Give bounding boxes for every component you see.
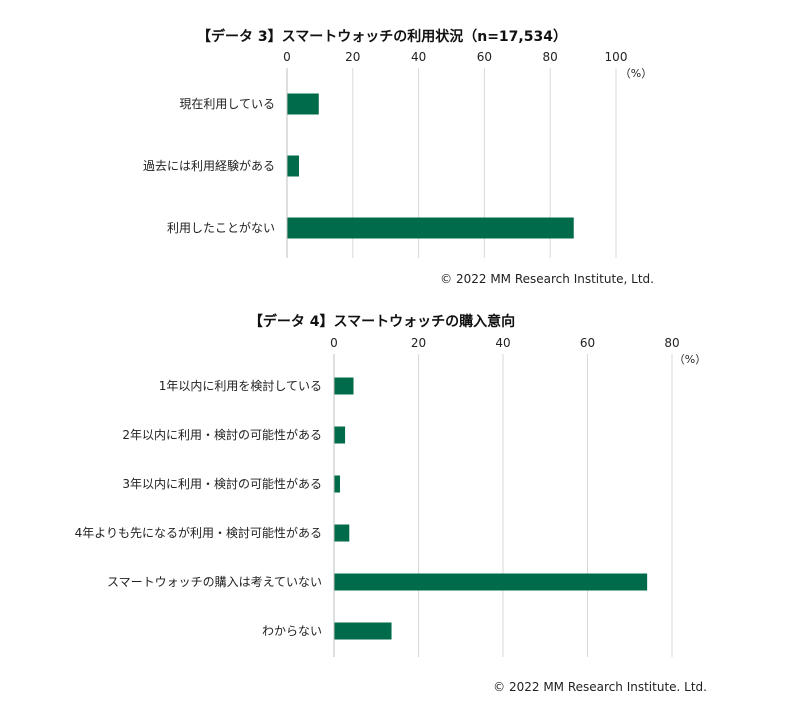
- category-label: 利用したことがない: [167, 220, 275, 235]
- chart-title: 【データ 3】スマートウォッチの利用状況（n=17,534）: [197, 28, 567, 45]
- x-tick-label: 100: [605, 50, 628, 64]
- category-label: わからない: [262, 624, 322, 638]
- category-label: スマートウォッチの購入は考えていない: [107, 575, 322, 589]
- unit-label: （%）: [674, 353, 706, 366]
- bar: [334, 426, 346, 444]
- category-label: 1年以内に利用を検討している: [159, 378, 322, 393]
- category-label: 現在利用している: [179, 97, 275, 111]
- bar: [287, 155, 300, 177]
- bar: [334, 377, 354, 395]
- x-tick-label: 60: [477, 50, 492, 64]
- category-label: 3年以内に利用・検討の可能性がある: [122, 476, 322, 491]
- bar: [334, 573, 648, 591]
- category-label: 2年以内に利用・検討の可能性がある: [122, 427, 322, 442]
- bar: [334, 622, 392, 640]
- copyright-credit: © 2022 MM Research Institute, Ltd.: [440, 272, 654, 286]
- x-tick-label: 40: [411, 50, 426, 64]
- x-tick-label: 20: [411, 336, 426, 350]
- x-tick-label: 20: [345, 50, 360, 64]
- x-tick-label: 80: [664, 336, 679, 350]
- bar: [287, 93, 319, 115]
- x-tick-label: 40: [495, 336, 510, 350]
- unit-label: （%）: [620, 67, 652, 80]
- bar: [334, 524, 350, 542]
- x-tick-label: 0: [283, 50, 291, 64]
- category-label: 過去には利用経験がある: [143, 158, 275, 173]
- x-tick-label: 80: [543, 50, 558, 64]
- bar: [287, 217, 574, 239]
- x-tick-label: 60: [580, 336, 595, 350]
- bar: [334, 475, 340, 493]
- x-tick-label: 0: [330, 336, 338, 350]
- chart-title: 【データ 4】スマートウォッチの購入意向: [249, 313, 515, 330]
- category-label: 4年よりも先になるが利用・検討可能性がある: [75, 525, 322, 540]
- copyright-credit: © 2022 MM Research Institute. Ltd.: [493, 680, 707, 694]
